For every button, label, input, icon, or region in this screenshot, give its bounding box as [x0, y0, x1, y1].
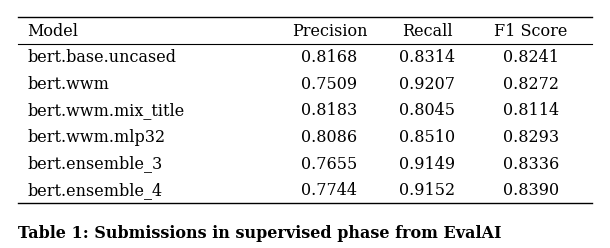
Text: 0.7655: 0.7655: [301, 155, 357, 173]
Text: bert.wwm.mix_title: bert.wwm.mix_title: [27, 102, 185, 119]
Text: Table 1: Submissions in supervised phase from EvalAI: Table 1: Submissions in supervised phase…: [18, 225, 502, 242]
Text: 0.7744: 0.7744: [301, 182, 357, 199]
Text: Precision: Precision: [292, 23, 367, 40]
Text: 0.8168: 0.8168: [301, 49, 357, 66]
Text: F1 Score: F1 Score: [494, 23, 567, 40]
Text: 0.8390: 0.8390: [503, 182, 559, 199]
Text: 0.8045: 0.8045: [399, 102, 455, 119]
Text: 0.7509: 0.7509: [301, 76, 357, 93]
Text: 0.8086: 0.8086: [301, 129, 357, 146]
Text: bert.base.uncased: bert.base.uncased: [27, 49, 176, 66]
Text: bert.ensemble_4: bert.ensemble_4: [27, 182, 163, 199]
Text: 0.8272: 0.8272: [503, 76, 559, 93]
Text: bert.wwm: bert.wwm: [27, 76, 109, 93]
Text: Model: Model: [27, 23, 79, 40]
Text: 0.8183: 0.8183: [301, 102, 357, 119]
Text: 0.8314: 0.8314: [399, 49, 455, 66]
Text: 0.8336: 0.8336: [503, 155, 559, 173]
Text: 0.9149: 0.9149: [399, 155, 455, 173]
Text: 0.8510: 0.8510: [399, 129, 455, 146]
Text: 0.9152: 0.9152: [399, 182, 455, 199]
Text: Recall: Recall: [402, 23, 452, 40]
Text: 0.8241: 0.8241: [503, 49, 559, 66]
Text: 0.8114: 0.8114: [503, 102, 559, 119]
Text: 0.9207: 0.9207: [399, 76, 455, 93]
Text: 0.8293: 0.8293: [503, 129, 559, 146]
Text: bert.ensemble_3: bert.ensemble_3: [27, 155, 163, 173]
Text: bert.wwm.mlp32: bert.wwm.mlp32: [27, 129, 165, 146]
